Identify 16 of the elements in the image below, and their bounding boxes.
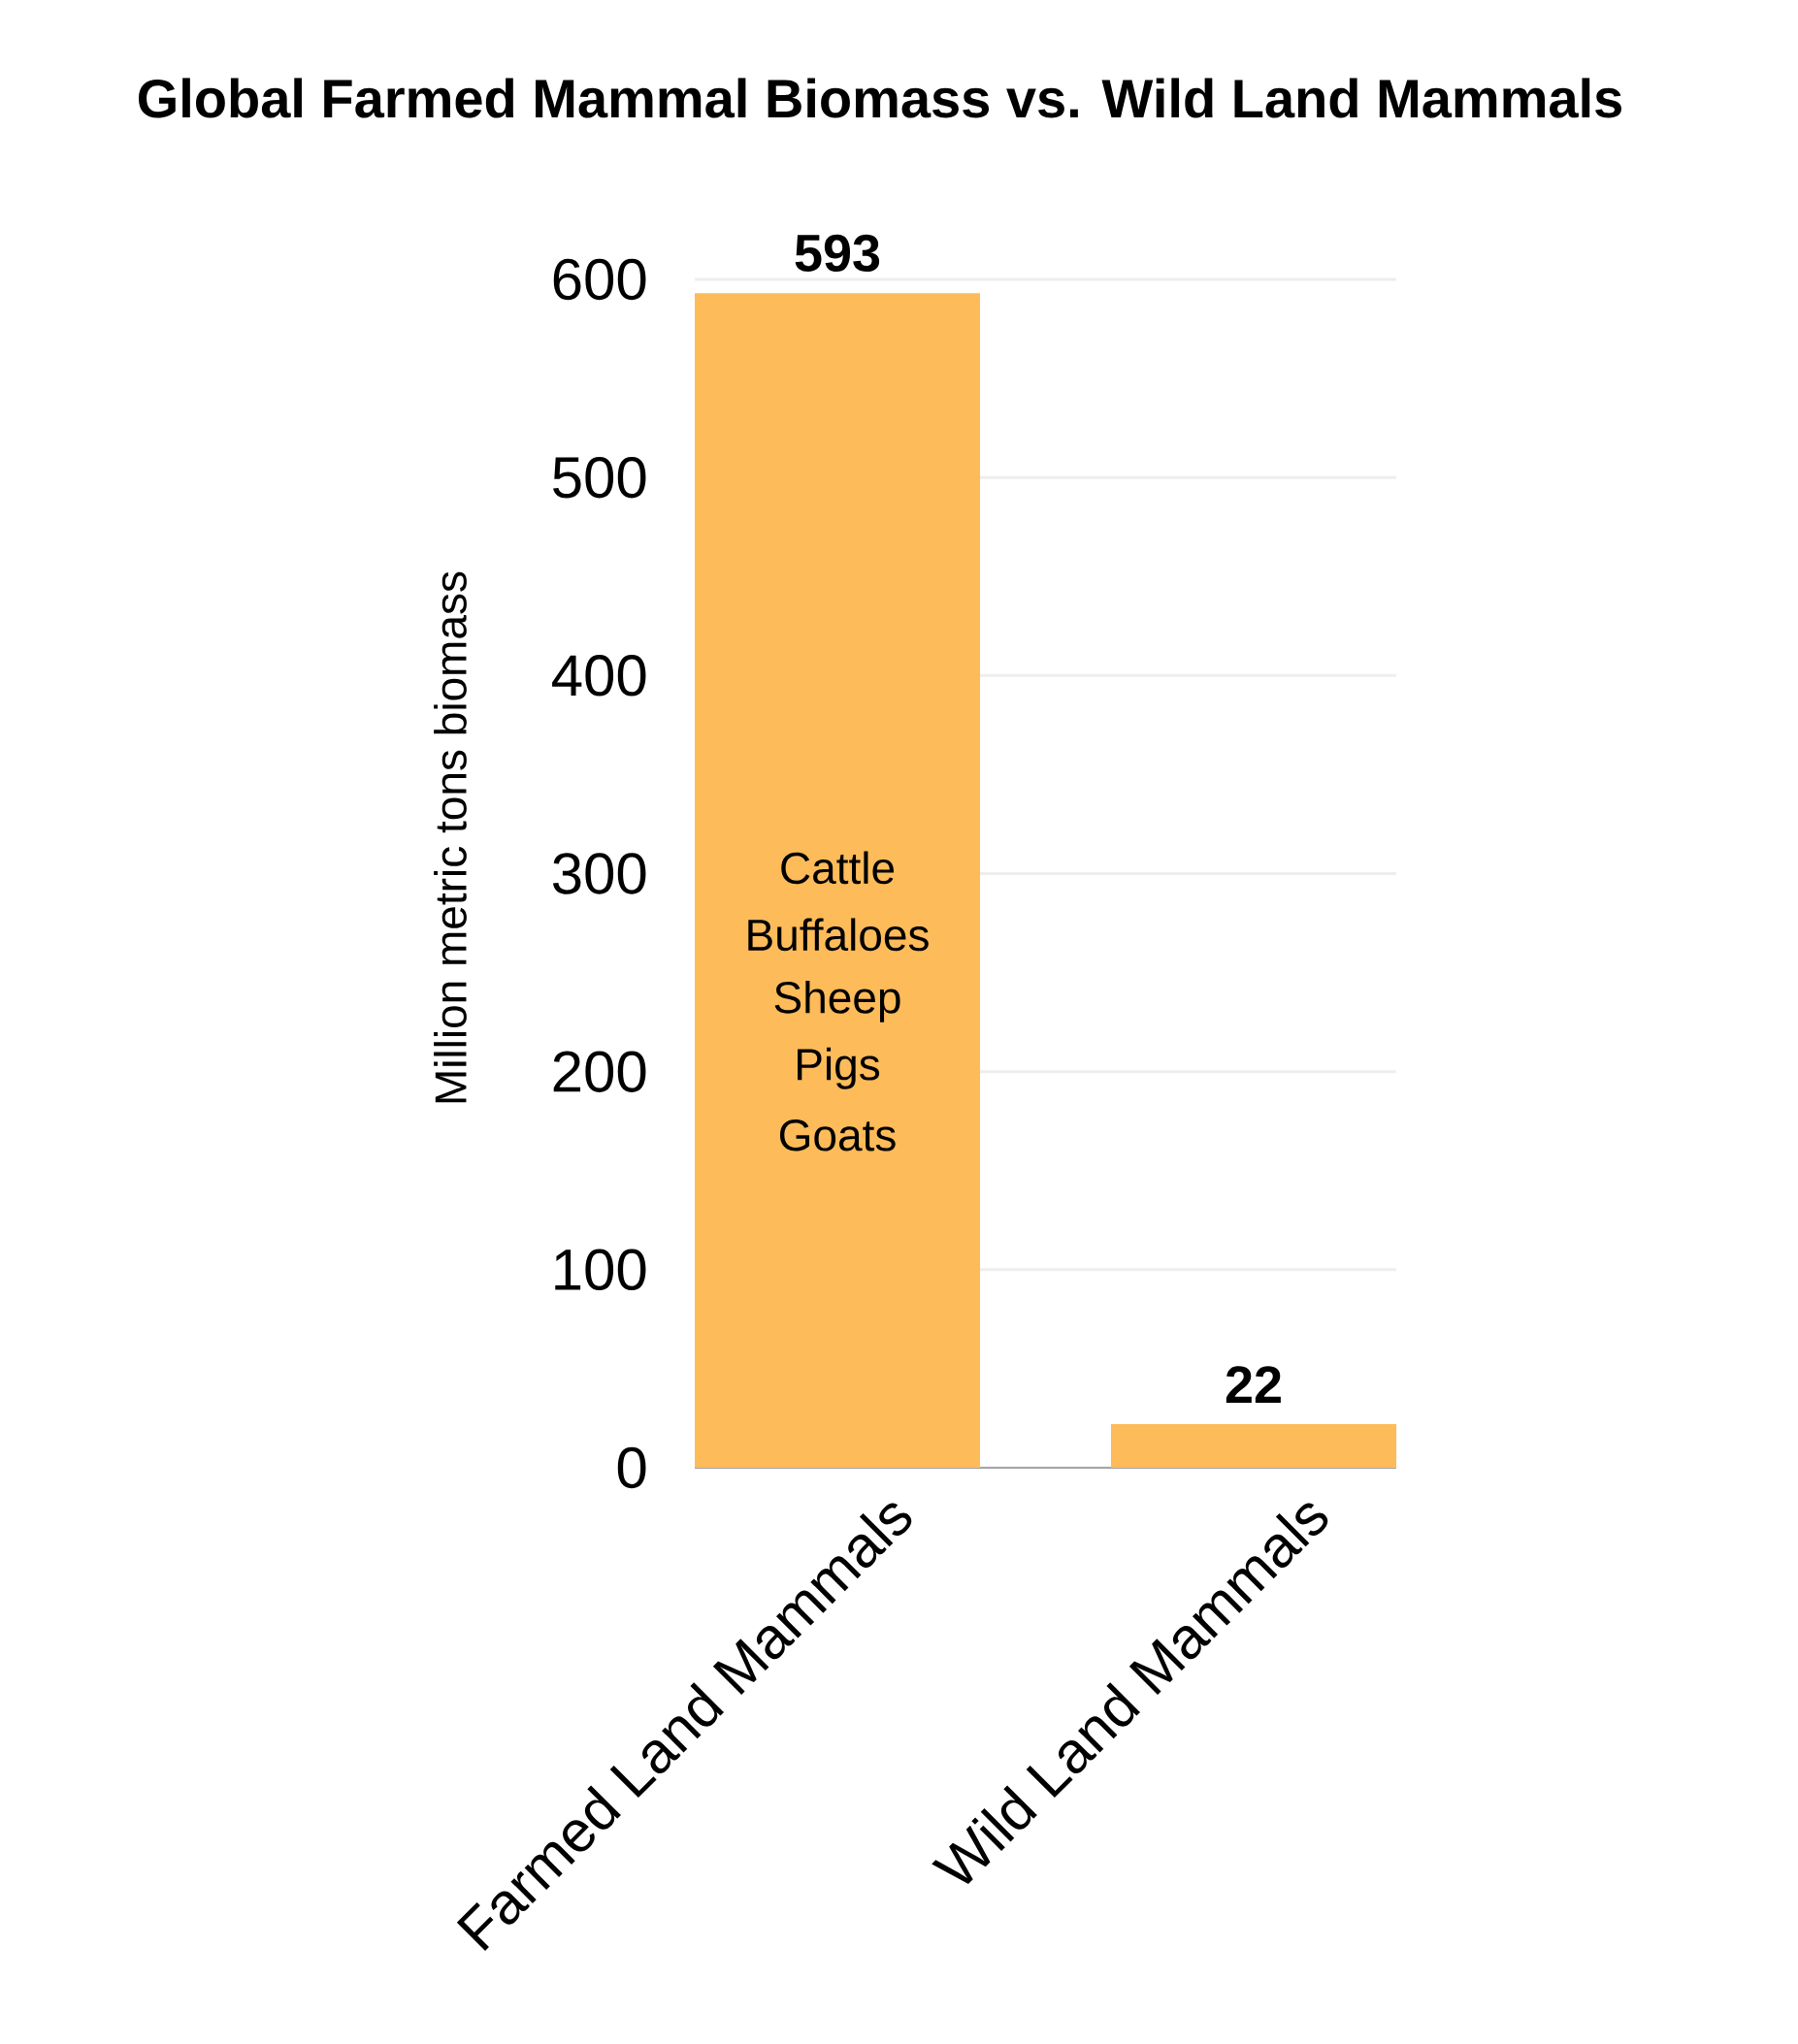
y-axis-title: Million metric tons biomass — [434, 571, 467, 1103]
data-label: 22 — [1226, 1366, 1281, 1403]
y-tick-label: 600 — [553, 258, 646, 301]
y-tick-label: 200 — [553, 1051, 646, 1092]
annotation: Sheep — [774, 980, 900, 1022]
annotation: Buffaloes — [748, 918, 929, 952]
annotation: Cattle — [781, 851, 895, 885]
y-tick-label: 0 — [617, 1446, 646, 1489]
y-tick-label: 100 — [555, 1249, 646, 1291]
chart-title: Global Farmed Mammal Biomass vs. Wild Land Mammals — [138, 78, 1621, 118]
annotation: Pigs — [798, 1047, 880, 1089]
data-label: 593 — [795, 234, 880, 273]
y-tick-label: 500 — [553, 456, 646, 499]
y-tick-label: 300 — [552, 853, 646, 894]
y-tick-label: 400 — [552, 655, 646, 697]
annotation: Goats — [779, 1119, 896, 1152]
